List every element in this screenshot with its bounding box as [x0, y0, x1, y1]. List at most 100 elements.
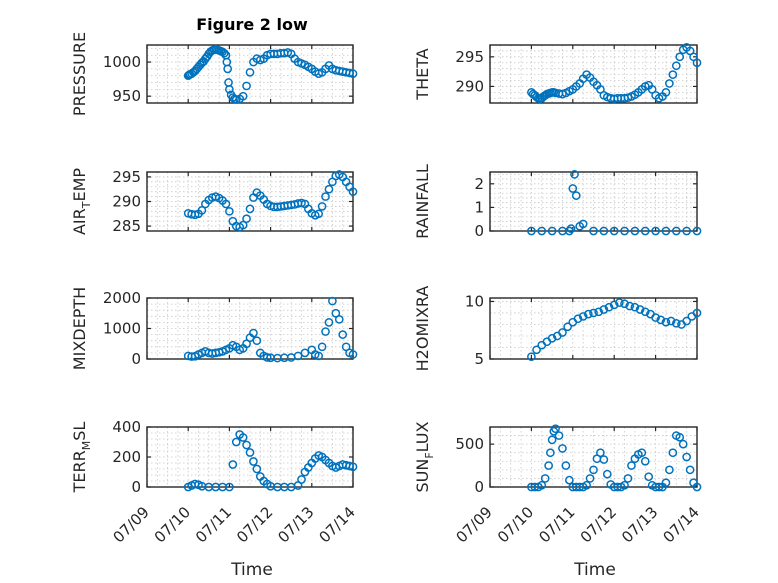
- subplot: 290 295 THETA: [413, 43, 702, 104]
- data-point: [321, 192, 330, 201]
- subplot: 285 290 295 AIRTEMP: [70, 168, 358, 235]
- data-point: [637, 448, 647, 458]
- data-point: [300, 348, 310, 358]
- data-point: [620, 226, 629, 236]
- data-point: [537, 480, 547, 490]
- y-tick-label: 290: [455, 77, 484, 95]
- data-point: [321, 327, 330, 336]
- x-tick-label: 07/11: [535, 503, 578, 546]
- data-point: [609, 226, 619, 236]
- data-point: [219, 48, 229, 58]
- axes-frame: [489, 171, 698, 232]
- y-axis-label: RAINFALL: [413, 164, 432, 239]
- y-tick-label: 285: [112, 217, 141, 235]
- data-point: [656, 315, 666, 325]
- x-tick-label: 07/13: [274, 503, 317, 546]
- data-point: [583, 309, 593, 319]
- y-axis-label: PRESSURE: [70, 32, 89, 116]
- y-tick-label: 290: [112, 193, 141, 211]
- x-tick-label: 07/09: [110, 503, 153, 546]
- data-point: [578, 219, 588, 229]
- x-axis-label-right: Time: [573, 560, 616, 580]
- data-point: [661, 317, 671, 327]
- data-point: [630, 302, 640, 312]
- data-point: [635, 305, 645, 314]
- y-tick-label: 5: [474, 350, 484, 368]
- data-point: [602, 469, 612, 479]
- data-point: [609, 300, 619, 310]
- data-point: [314, 351, 324, 361]
- data-point: [537, 226, 547, 236]
- x-tick-label: 07/09: [453, 503, 496, 546]
- data-point: [675, 432, 685, 442]
- data-point: [640, 307, 650, 317]
- data-point: [245, 448, 255, 457]
- axes-frame: [489, 426, 698, 488]
- data-point: [665, 79, 674, 88]
- subplot: 5 10 H2OMIXRA: [413, 286, 702, 372]
- data-point: [620, 480, 629, 490]
- data-point: [640, 456, 650, 466]
- data-point: [594, 307, 604, 317]
- data-point: [692, 482, 702, 492]
- data-point: [668, 70, 678, 79]
- axes-frame: [489, 297, 698, 360]
- data-point: [692, 308, 702, 318]
- y-tick-label: 1000: [103, 320, 141, 338]
- data-point: [544, 461, 554, 470]
- y-axis-label: H2OMIXRA: [413, 286, 432, 372]
- data-point: [231, 437, 241, 447]
- y-tick-label: 2: [474, 175, 484, 193]
- data-point: [228, 460, 238, 469]
- data-point: [225, 206, 234, 216]
- y-tick-label: 1000: [103, 53, 141, 71]
- data-point: [596, 448, 605, 458]
- x-tick-label: 07/14: [316, 503, 359, 546]
- data-point: [348, 350, 358, 359]
- figure-title: Figure 2 low: [196, 15, 308, 34]
- y-tick-label: 200: [112, 448, 141, 466]
- data-point: [348, 187, 358, 197]
- data-point: [554, 431, 564, 440]
- data-point: [589, 308, 598, 318]
- data-point: [532, 345, 541, 355]
- y-tick-label: 0: [131, 350, 141, 368]
- data-point: [604, 302, 614, 312]
- x-tick-label: 07/14: [660, 503, 703, 546]
- data-point: [599, 455, 609, 464]
- data-point: [570, 170, 579, 179]
- data-point: [620, 299, 629, 309]
- data-point: [661, 478, 671, 488]
- data-point: [627, 461, 636, 470]
- data-point: [692, 58, 702, 68]
- y-axis-label: TERRMSL: [70, 422, 93, 494]
- data-point: [314, 209, 324, 219]
- data-point: [654, 482, 664, 492]
- axes-frame: [489, 44, 698, 104]
- data-point: [546, 448, 555, 458]
- data-point: [334, 315, 344, 324]
- data-point: [540, 474, 550, 483]
- data-point: [671, 226, 681, 236]
- data-point: [317, 202, 327, 211]
- y-tick-label: 10: [465, 292, 484, 310]
- data-point: [223, 64, 233, 74]
- data-point: [661, 87, 671, 97]
- data-point: [685, 465, 695, 475]
- data-point: [644, 472, 654, 482]
- data-point: [566, 224, 576, 233]
- data-point: [651, 313, 660, 322]
- data-point: [668, 448, 678, 458]
- x-tick-label: 07/13: [618, 503, 661, 546]
- data-point: [249, 328, 258, 338]
- data-point: [242, 440, 251, 450]
- data-point: [324, 184, 334, 194]
- data-point: [551, 424, 560, 434]
- data-point: [558, 444, 567, 453]
- data-point: [231, 95, 241, 104]
- x-tick-label: 07/12: [577, 503, 620, 546]
- data-point: [197, 206, 207, 215]
- data-point: [651, 226, 660, 236]
